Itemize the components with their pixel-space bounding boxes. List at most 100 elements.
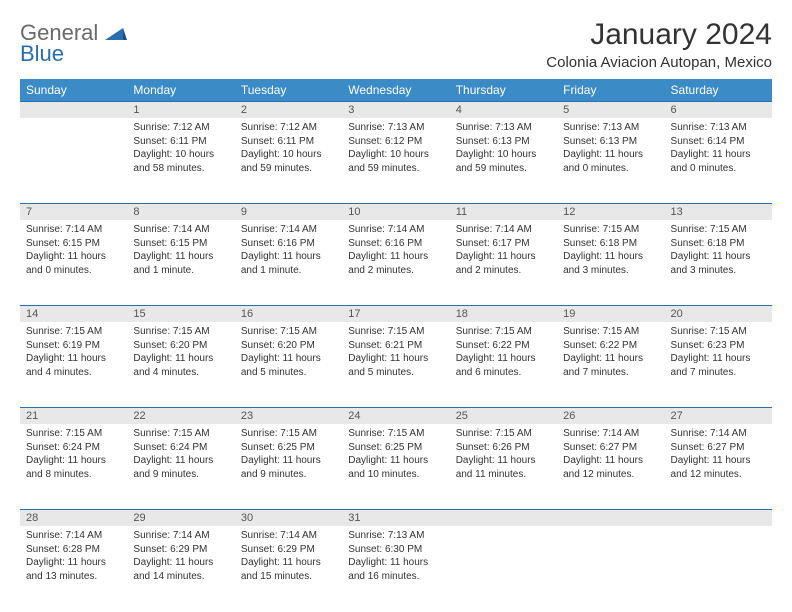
- day-text: Sunrise: 7:13 AMSunset: 6:12 PMDaylight:…: [342, 118, 449, 181]
- daylight-line: Daylight: 11 hours and 14 minutes.: [133, 556, 228, 583]
- day-cell: Sunrise: 7:15 AMSunset: 6:22 PMDaylight:…: [450, 322, 557, 407]
- day-number: 11: [450, 203, 557, 220]
- sunset-line: Sunset: 6:21 PM: [348, 339, 443, 353]
- day-number-row: 21222324252627: [20, 407, 772, 424]
- day-number-cell: 25: [450, 407, 557, 424]
- daylight-line: Daylight: 10 hours and 59 minutes.: [348, 148, 443, 175]
- day-number-cell: 16: [235, 305, 342, 322]
- daylight-line: Daylight: 11 hours and 0 minutes.: [671, 148, 766, 175]
- day-cell: Sunrise: 7:14 AMSunset: 6:15 PMDaylight:…: [20, 220, 127, 305]
- day-text: Sunrise: 7:12 AMSunset: 6:11 PMDaylight:…: [235, 118, 342, 181]
- day-number-cell: 19: [557, 305, 664, 322]
- day-number-cell: [20, 101, 127, 118]
- day-number-cell: 27: [665, 407, 772, 424]
- sunset-line: Sunset: 6:24 PM: [133, 441, 228, 455]
- day-cell: Sunrise: 7:15 AMSunset: 6:25 PMDaylight:…: [235, 424, 342, 509]
- day-cell: Sunrise: 7:15 AMSunset: 6:18 PMDaylight:…: [665, 220, 772, 305]
- day-cell: Sunrise: 7:15 AMSunset: 6:20 PMDaylight:…: [127, 322, 234, 407]
- sunset-line: Sunset: 6:25 PM: [348, 441, 443, 455]
- day-number: 23: [235, 407, 342, 424]
- day-number: 7: [20, 203, 127, 220]
- day-number: 3: [342, 101, 449, 118]
- logo: General Blue: [20, 22, 127, 65]
- daylight-line: Daylight: 11 hours and 5 minutes.: [241, 352, 336, 379]
- sunrise-line: Sunrise: 7:13 AM: [348, 529, 443, 543]
- sunrise-line: Sunrise: 7:12 AM: [241, 121, 336, 135]
- sunset-line: Sunset: 6:15 PM: [26, 237, 121, 251]
- day-number-cell: 1: [127, 101, 234, 118]
- sunrise-line: Sunrise: 7:15 AM: [133, 427, 228, 441]
- day-cell: Sunrise: 7:15 AMSunset: 6:26 PMDaylight:…: [450, 424, 557, 509]
- day-number-row: 78910111213: [20, 203, 772, 220]
- day-number-cell: 15: [127, 305, 234, 322]
- day-text: Sunrise: 7:15 AMSunset: 6:23 PMDaylight:…: [665, 322, 772, 385]
- day-text: Sunrise: 7:15 AMSunset: 6:20 PMDaylight:…: [235, 322, 342, 385]
- day-text: Sunrise: 7:14 AMSunset: 6:27 PMDaylight:…: [557, 424, 664, 487]
- sunrise-line: Sunrise: 7:15 AM: [241, 427, 336, 441]
- day-cell: [557, 526, 664, 611]
- day-text: Sunrise: 7:15 AMSunset: 6:22 PMDaylight:…: [557, 322, 664, 385]
- day-number-cell: 8: [127, 203, 234, 220]
- day-number-cell: 4: [450, 101, 557, 118]
- day-number: 22: [127, 407, 234, 424]
- day-number-cell: 28: [20, 509, 127, 526]
- day-cell: Sunrise: 7:14 AMSunset: 6:15 PMDaylight:…: [127, 220, 234, 305]
- sunset-line: Sunset: 6:20 PM: [133, 339, 228, 353]
- day-text: Sunrise: 7:13 AMSunset: 6:13 PMDaylight:…: [450, 118, 557, 181]
- daylight-line: Daylight: 11 hours and 3 minutes.: [671, 250, 766, 277]
- day-number: 30: [235, 509, 342, 526]
- daylight-line: Daylight: 11 hours and 9 minutes.: [133, 454, 228, 481]
- calendar-table: SundayMondayTuesdayWednesdayThursdayFrid…: [20, 79, 772, 611]
- day-number: 6: [665, 101, 772, 118]
- sunset-line: Sunset: 6:13 PM: [563, 135, 658, 149]
- day-number-cell: 26: [557, 407, 664, 424]
- day-text: Sunrise: 7:14 AMSunset: 6:28 PMDaylight:…: [20, 526, 127, 589]
- sunrise-line: Sunrise: 7:13 AM: [563, 121, 658, 135]
- day-cell: Sunrise: 7:15 AMSunset: 6:24 PMDaylight:…: [20, 424, 127, 509]
- daylight-line: Daylight: 11 hours and 8 minutes.: [26, 454, 121, 481]
- day-number-cell: [665, 509, 772, 526]
- sunrise-line: Sunrise: 7:14 AM: [26, 223, 121, 237]
- day-number: 2: [235, 101, 342, 118]
- logo-text-blue: Blue: [20, 43, 127, 65]
- daylight-line: Daylight: 11 hours and 1 minute.: [241, 250, 336, 277]
- sunrise-line: Sunrise: 7:14 AM: [26, 529, 121, 543]
- day-number-cell: [450, 509, 557, 526]
- day-number-cell: 30: [235, 509, 342, 526]
- sunrise-line: Sunrise: 7:15 AM: [241, 325, 336, 339]
- sunset-line: Sunset: 6:27 PM: [563, 441, 658, 455]
- daylight-line: Daylight: 11 hours and 3 minutes.: [563, 250, 658, 277]
- sunset-line: Sunset: 6:14 PM: [671, 135, 766, 149]
- sunset-line: Sunset: 6:26 PM: [456, 441, 551, 455]
- sunrise-line: Sunrise: 7:15 AM: [671, 223, 766, 237]
- sunrise-line: Sunrise: 7:15 AM: [348, 427, 443, 441]
- day-header: Monday: [127, 79, 234, 101]
- sunset-line: Sunset: 6:19 PM: [26, 339, 121, 353]
- sunset-line: Sunset: 6:25 PM: [241, 441, 336, 455]
- sunrise-line: Sunrise: 7:13 AM: [456, 121, 551, 135]
- day-number-cell: 6: [665, 101, 772, 118]
- sunset-line: Sunset: 6:18 PM: [671, 237, 766, 251]
- day-header-row: SundayMondayTuesdayWednesdayThursdayFrid…: [20, 79, 772, 101]
- day-content-row: Sunrise: 7:12 AMSunset: 6:11 PMDaylight:…: [20, 118, 772, 203]
- day-number-cell: 13: [665, 203, 772, 220]
- day-cell: Sunrise: 7:15 AMSunset: 6:21 PMDaylight:…: [342, 322, 449, 407]
- day-cell: Sunrise: 7:15 AMSunset: 6:24 PMDaylight:…: [127, 424, 234, 509]
- sunset-line: Sunset: 6:22 PM: [456, 339, 551, 353]
- sunrise-line: Sunrise: 7:14 AM: [133, 529, 228, 543]
- day-text: Sunrise: 7:12 AMSunset: 6:11 PMDaylight:…: [127, 118, 234, 181]
- day-number: 16: [235, 305, 342, 322]
- daylight-line: Daylight: 11 hours and 2 minutes.: [348, 250, 443, 277]
- daylight-line: Daylight: 11 hours and 0 minutes.: [563, 148, 658, 175]
- day-text: Sunrise: 7:15 AMSunset: 6:25 PMDaylight:…: [342, 424, 449, 487]
- day-number: 27: [665, 407, 772, 424]
- day-number-cell: 14: [20, 305, 127, 322]
- sunset-line: Sunset: 6:16 PM: [241, 237, 336, 251]
- day-number-cell: 18: [450, 305, 557, 322]
- sunset-line: Sunset: 6:18 PM: [563, 237, 658, 251]
- sunset-line: Sunset: 6:27 PM: [671, 441, 766, 455]
- sunrise-line: Sunrise: 7:14 AM: [133, 223, 228, 237]
- day-number: 5: [557, 101, 664, 118]
- title-block: January 2024 Colonia Aviacion Autopan, M…: [546, 18, 772, 71]
- day-number: 25: [450, 407, 557, 424]
